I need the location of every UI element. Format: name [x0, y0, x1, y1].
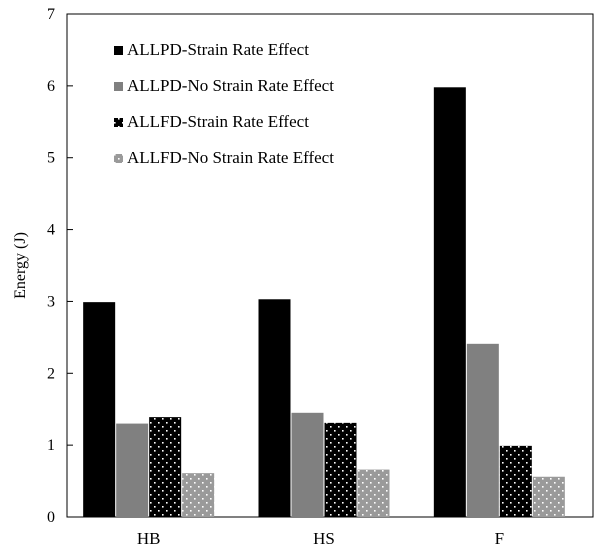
bar-hs-series-2: [291, 412, 324, 517]
bar-hb-series-3: [149, 417, 182, 517]
legend: ALLPD-Strain Rate Effect ALLPD-No Strain …: [114, 40, 334, 167]
bar-hs-series-3: [324, 422, 357, 517]
bar-hb-series-1: [83, 302, 116, 517]
bar-hs-series-1: [258, 299, 291, 517]
legend-label: ALLPD-No Strain Rate Effect: [127, 76, 334, 95]
bar-f-series-4: [532, 476, 565, 517]
y-tick-label: 4: [47, 222, 55, 239]
y-tick-label: 5: [47, 150, 55, 167]
y-axis-ticks: 0 1 2 3 4 5 6 7: [47, 6, 73, 526]
bars-group: [83, 87, 565, 518]
x-category-label: HB: [137, 529, 161, 548]
y-tick-label: 0: [47, 509, 55, 526]
bar-f-series-2: [466, 343, 499, 517]
bar-hs-series-4: [357, 469, 390, 517]
y-tick-label: 7: [47, 6, 55, 23]
bar-hb-series-4: [182, 473, 215, 517]
bar-f-series-3: [499, 445, 532, 517]
x-axis-category-labels: HB HS F: [137, 529, 504, 548]
bar-hb-series-2: [116, 423, 149, 517]
y-tick-label: 3: [47, 293, 55, 310]
x-category-label: F: [495, 529, 504, 548]
bar-f-series-1: [433, 87, 466, 518]
legend-label: ALLFD-No Strain Rate Effect: [127, 148, 334, 167]
legend-swatch: [114, 118, 123, 127]
legend-label: ALLFD-Strain Rate Effect: [127, 112, 309, 131]
x-category-label: HS: [313, 529, 335, 548]
legend-label: ALLPD-Strain Rate Effect: [127, 40, 309, 59]
y-tick-label: 1: [47, 437, 55, 454]
y-tick-label: 6: [47, 78, 55, 95]
y-axis-title: Energy (J): [12, 232, 29, 299]
legend-swatch: [114, 154, 123, 163]
legend-swatch: [114, 46, 123, 55]
legend-swatch: [114, 82, 123, 91]
y-tick-label: 2: [47, 365, 55, 382]
